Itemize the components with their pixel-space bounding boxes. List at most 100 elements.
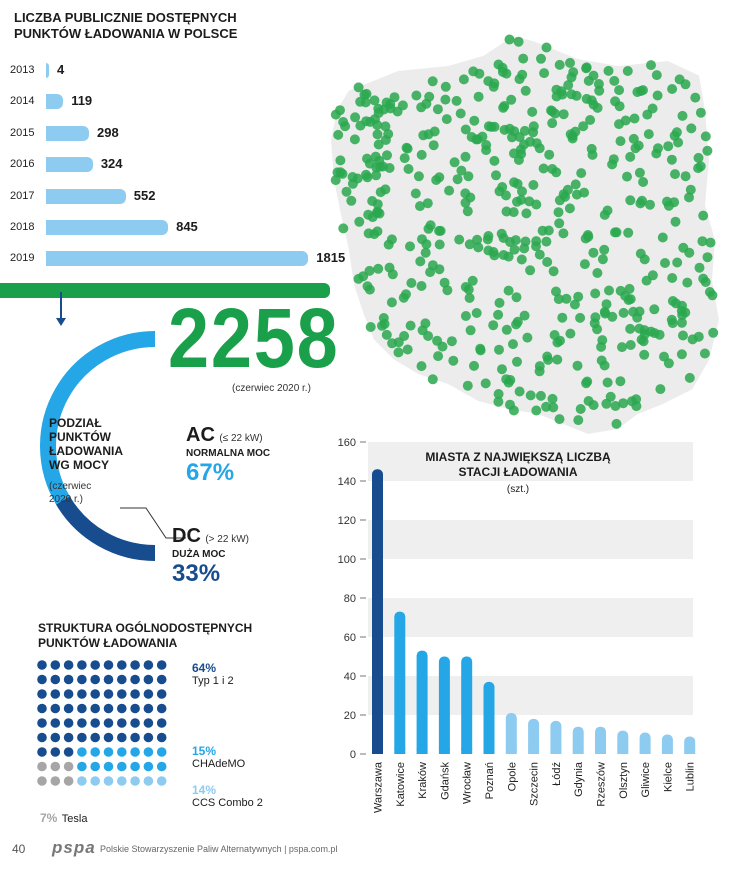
structure-dot: [156, 674, 167, 685]
map-dot: [614, 101, 625, 112]
structure-dot: [117, 718, 127, 728]
map-dot: [596, 341, 607, 352]
map-dot: [541, 236, 552, 247]
map-dot: [503, 285, 514, 296]
map-dot: [504, 34, 515, 45]
map-dot: [593, 79, 604, 89]
structure-item-chademo: 15% CHAdeMO: [192, 744, 245, 770]
map-dot: [585, 115, 596, 125]
map-dot: [649, 304, 660, 315]
structure-percent: 14%: [192, 783, 217, 797]
map-dot: [660, 258, 670, 268]
map-dot: [481, 140, 492, 150]
map-dot: [372, 120, 383, 130]
city-bar: [595, 726, 606, 754]
map-dot: [666, 314, 677, 325]
city-label: Olsztyn: [618, 762, 630, 799]
map-dot: [524, 196, 535, 207]
city-bar: [572, 726, 584, 754]
map-dot: [534, 249, 545, 260]
map-dot: [383, 239, 394, 250]
map-dot: [363, 209, 374, 220]
structure-dot: [37, 776, 47, 786]
map-dot: [704, 287, 715, 297]
structure-dot: [103, 718, 114, 728]
map-dot: [541, 42, 552, 53]
map-dot: [599, 244, 610, 255]
cities-title-line2: STACJI ŁADOWANIA: [458, 465, 578, 479]
map-dot: [506, 94, 517, 105]
map-dot: [515, 144, 526, 155]
structure-dot: [50, 747, 61, 757]
map-dot: [517, 186, 527, 197]
dc-range: (> 22 kW): [205, 534, 249, 545]
structure-dot: [37, 747, 47, 757]
map-dot: [564, 203, 575, 214]
map-dot: [472, 234, 483, 245]
map-dot: [678, 330, 688, 341]
structure-dot: [50, 674, 61, 685]
map-dot: [554, 59, 565, 70]
map-dot: [575, 312, 586, 323]
structure-item-typ12: 64% Typ 1 i 2: [192, 661, 234, 687]
map-dot: [420, 247, 431, 258]
yearly-title-line1: LICZBA PUBLICZNIE DOSTĘPNYCH: [14, 10, 237, 25]
map-dot: [469, 360, 479, 371]
structure-dot: [37, 689, 47, 699]
map-dot: [424, 91, 435, 102]
map-dot: [693, 163, 704, 174]
map-dot: [625, 195, 636, 206]
map-dot: [596, 355, 607, 366]
city-label: Kraków: [417, 762, 429, 799]
city-bar: [505, 713, 517, 754]
map-dot: [614, 119, 624, 130]
structure-dot: [156, 660, 167, 670]
map-dot: [483, 231, 494, 241]
structure-dot: [37, 660, 47, 670]
map-dot: [373, 263, 384, 274]
map-dot: [539, 68, 550, 79]
map-dot: [418, 130, 429, 141]
map-dot: [433, 351, 444, 362]
structure-title-line2: PUNKTÓW ŁADOWANIA: [38, 636, 178, 650]
map-dot: [460, 124, 471, 135]
city-label: Kielce: [662, 762, 674, 792]
city-bar-base: [595, 748, 606, 754]
structure-dot: [103, 747, 114, 757]
map-dot: [547, 164, 558, 174]
city-bar-base: [394, 748, 406, 754]
structure-dot: [156, 689, 167, 699]
city-label: Szczecin: [529, 762, 541, 806]
city-bar-base: [461, 748, 473, 754]
map-dot: [347, 172, 358, 182]
cities-title: MIASTA Z NAJWIĘKSZĄ LICZBĄ STACJI ŁADOWA…: [408, 450, 628, 497]
map-dot: [558, 228, 569, 239]
map-dot: [578, 121, 589, 132]
structure-dot: [103, 674, 114, 685]
map-dot: [618, 398, 629, 409]
map-dot: [505, 399, 515, 410]
map-dot: [627, 396, 637, 407]
map-dot: [702, 252, 713, 263]
map-dot: [465, 325, 476, 336]
map-dot: [541, 401, 552, 412]
map-dot: [705, 237, 716, 248]
map-dot: [406, 278, 417, 288]
map-dot: [372, 226, 383, 237]
map-dot: [565, 328, 576, 339]
structure-dot: [117, 660, 127, 670]
year-value: 4: [57, 62, 65, 77]
map-dot: [542, 257, 553, 267]
structure-dot: [50, 703, 61, 714]
structure-dot: [77, 761, 87, 772]
map-dot: [504, 123, 515, 134]
structure-dot: [130, 732, 140, 743]
map-dot: [498, 102, 509, 113]
map-dot: [467, 275, 478, 286]
map-dot: [695, 107, 706, 118]
map-dot: [583, 75, 594, 86]
map-dot: [663, 141, 674, 152]
map-dot: [551, 286, 561, 297]
map-dot: [601, 299, 612, 310]
grid-band: [368, 598, 693, 637]
